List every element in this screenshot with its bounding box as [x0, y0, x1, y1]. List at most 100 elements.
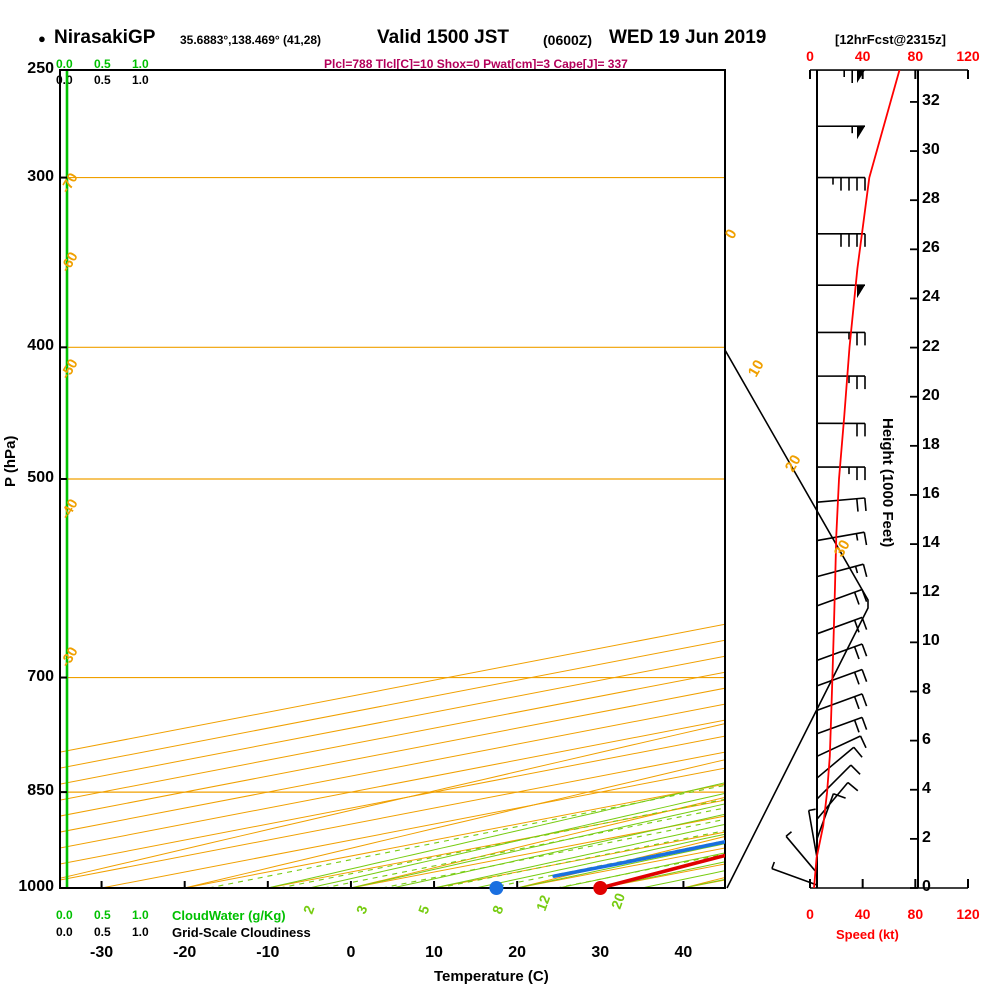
forecast-tag: [12hrFcst@2315z]	[835, 32, 946, 47]
speed-line	[813, 70, 901, 888]
height-tick-label-0: 0	[922, 878, 931, 895]
temperature-axis-label: Temperature (C)	[434, 968, 549, 985]
wind-barb	[816, 422, 866, 437]
station-coordinates: 35.6883°,138.469° (41,28)	[180, 33, 322, 47]
pressure-tick-250: 250	[27, 60, 54, 77]
height-tick-label-18: 18	[922, 435, 940, 453]
wind-barb	[816, 497, 867, 512]
moist-adiabat-15	[475, 833, 725, 888]
mixing-ratio-3	[323, 807, 725, 888]
temperature-tick--10: -10	[256, 944, 280, 961]
isotherm--70	[60, 703, 725, 833]
wind-panel-boundary	[724, 349, 869, 889]
moist-adiabat-10	[433, 823, 725, 888]
height-tick-label-6: 6	[922, 730, 931, 748]
bottom-cld-tick-1: 0.5	[94, 925, 111, 939]
wind-barb	[816, 588, 868, 607]
pressure-tick-700: 700	[27, 667, 54, 685]
isotherm--50	[60, 735, 725, 865]
height-tick-label-28: 28	[922, 190, 940, 208]
bottom-cw-axis-title: CloudWater (g/Kg)	[172, 908, 286, 923]
surface-temperature	[593, 881, 608, 895]
wind-barb	[816, 375, 866, 390]
valid-time: Valid 1500 JST	[377, 27, 510, 48]
isobar-lines	[60, 70, 725, 888]
speed-tick-bottom-40: 40	[854, 906, 871, 922]
moist-adiabat-0	[350, 803, 725, 888]
height-tick-label-4: 4	[922, 779, 931, 797]
wind-barb	[816, 693, 868, 712]
bottom-cld-tick-0: 0.0	[56, 925, 73, 939]
height-tick-label-12: 12	[922, 583, 940, 601]
isotherm-label-r30: 30	[831, 537, 854, 560]
moist-adiabat--5	[309, 792, 725, 888]
temperature-tick--30: -30	[90, 944, 114, 961]
bottom-cw-tick-2: 1.0	[132, 908, 149, 922]
isotherm--100	[60, 655, 725, 785]
isotherm-lines	[60, 623, 725, 888]
wind-barb	[816, 764, 861, 800]
wind-barb	[816, 735, 867, 758]
pressure-tick-labels: 250 300 400 500 700 850 1000	[0, 0, 60, 1000]
pressure-tick-850: 850	[27, 782, 54, 800]
wind-panel-frame	[724, 70, 869, 889]
header-title-row: ● NirasakiGP 35.6883°,138.469° (41,28) V…	[38, 27, 978, 51]
moist-adiabat-5	[392, 813, 725, 888]
temperature-tick-0: 0	[346, 944, 356, 961]
speed-panel-frame	[809, 69, 969, 889]
bottom-cloudwater-scale: 0.0 0.5 1.0 CloudWater (g/Kg)	[56, 908, 356, 923]
speed-tick-top-40: 40	[854, 48, 871, 64]
bottom-cw-tick-0: 0.0	[56, 908, 73, 922]
temperature-tick--20: -20	[173, 944, 197, 961]
speed-tick-bottom-120: 120	[956, 906, 980, 922]
height-tick-label-22: 22	[922, 337, 940, 355]
top-cloudwater-scale: 0.0 0.5 1.0	[56, 57, 196, 71]
pressure-tick-1000: 1000	[18, 878, 54, 895]
wind-barb	[816, 284, 866, 299]
isotherm-label-r10: 10	[745, 357, 768, 380]
height-tick-label-20: 20	[922, 386, 940, 404]
bottom-cld-tick-2: 1.0	[132, 925, 149, 939]
wind-barb	[816, 563, 868, 578]
speed-tick-top-0: 0	[806, 48, 814, 64]
moist-adiabat-lines	[267, 782, 725, 888]
top-cw-tick-1: 0.5	[94, 57, 111, 71]
top-cld-tick-2: 1.0	[132, 73, 149, 87]
dry-adiabat--40	[60, 723, 725, 879]
temperature-tick-10: 10	[425, 944, 443, 961]
wind-barb	[816, 616, 868, 635]
moist-adiabat-30	[600, 861, 725, 888]
wind-barb	[816, 125, 866, 140]
bottom-cloudiness-scale: 0.0 0.5 1.0 Grid-Scale Cloudiness	[56, 925, 376, 940]
speed-tick-bottom-0: 0	[806, 906, 814, 922]
height-tick-label-16: 16	[922, 484, 940, 502]
mixing-ratio-label-12: 12	[533, 893, 553, 913]
bottom-cw-tick-1: 0.5	[94, 908, 111, 922]
station-bullet-icon: ●	[38, 31, 46, 46]
isotherm--80	[60, 687, 725, 817]
wind-barb	[807, 808, 818, 858]
height-axis-ticks	[910, 101, 918, 889]
height-tick-label-30: 30	[922, 141, 940, 159]
valid-date: WED 19 Jun 2019	[609, 27, 767, 48]
wind-barb	[785, 831, 818, 874]
isotherm--60	[60, 719, 725, 849]
temperature-tick-40: 40	[674, 944, 693, 961]
valid-time-utc: (0600Z)	[543, 32, 593, 48]
moist-adiabat-20	[517, 843, 725, 888]
pressure-tick-400: 400	[27, 337, 54, 355]
moist-adiabat-25	[558, 852, 725, 888]
height-tick-label-24: 24	[922, 288, 940, 306]
main-frame	[59, 69, 726, 889]
wind-speed-trace	[813, 70, 901, 888]
surface-dewpoint	[489, 881, 504, 895]
isotherm--90	[60, 671, 725, 801]
top-cw-tick-2: 1.0	[132, 57, 149, 71]
speed-axis-label: Speed (kt)	[836, 927, 899, 942]
temperature-tick-30: 30	[591, 944, 610, 961]
plot-frame	[59, 69, 726, 889]
